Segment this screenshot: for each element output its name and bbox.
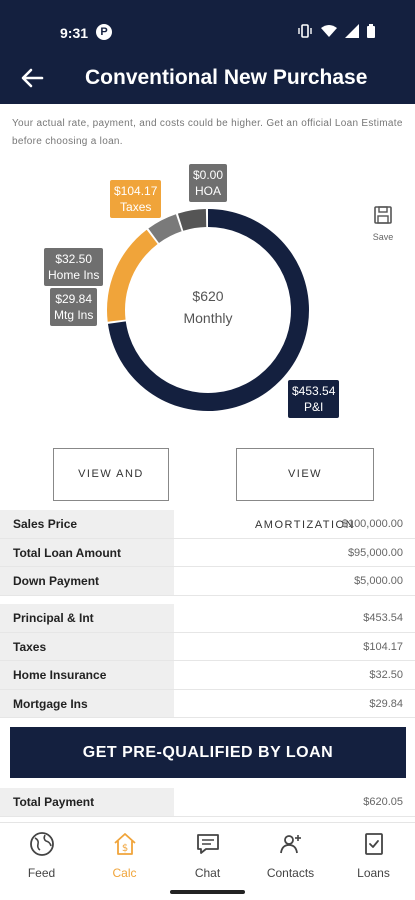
nav-item-feed[interactable]: Feed xyxy=(0,823,83,900)
row-value: $32.50 xyxy=(369,669,403,681)
payment-breakdown-table: Principal & Int $453.54 Taxes $104.17 Home… xyxy=(0,604,415,718)
callout-home-ins-label: Home Ins xyxy=(48,268,100,282)
nav-item-chat[interactable]: Chat xyxy=(166,823,249,900)
callout-taxes-label: Taxes xyxy=(120,200,152,214)
nav-item-calc[interactable]: $ Calc xyxy=(83,823,166,900)
row-value: $620.05 xyxy=(363,796,403,808)
table-row: Taxes $104.17 xyxy=(0,632,415,661)
row-label: Total Payment xyxy=(0,788,174,816)
bottom-nav: Feed $ Calc Chat Contacts Loans xyxy=(0,822,415,900)
monthly-total: $620 xyxy=(192,288,224,304)
status-time: 9:31 xyxy=(60,25,89,41)
app-badge-icon: P xyxy=(96,24,112,40)
page-title: Conventional New Purchase xyxy=(85,66,368,89)
wifi-icon xyxy=(321,25,337,37)
table-row: Total Loan Amount $95,000.00 xyxy=(0,538,415,567)
loan-summary-table: Sales Price $100,000.00 Total Loan Amount… xyxy=(0,510,415,596)
home-indicator xyxy=(170,890,245,894)
row-label: Taxes xyxy=(0,632,174,660)
vibrate-icon xyxy=(298,24,312,38)
donut-chart xyxy=(107,209,310,411)
nav-label: Contacts xyxy=(266,866,315,880)
save-button[interactable]: Save xyxy=(366,205,400,242)
donut-slice-home-ins xyxy=(148,214,182,244)
row-value: $453.54 xyxy=(363,612,403,624)
callout-pi: $453.54 P&I xyxy=(288,380,340,418)
nav-label: Loans xyxy=(357,866,390,880)
document-check-icon xyxy=(364,833,383,855)
row-value: $29.84 xyxy=(369,697,403,710)
donut-slice-mtg-ins xyxy=(177,209,207,231)
globe-icon xyxy=(29,832,54,856)
callout-mtg-ins: $29.84 Mtg Ins xyxy=(50,288,98,326)
disclaimer-text: Your actual rate, payment, and costs cou… xyxy=(12,118,403,147)
contacts-icon xyxy=(279,835,301,854)
callout-pi-amount: $453.54 xyxy=(292,384,336,398)
callout-mtg-ins-amount: $29.84 xyxy=(55,292,93,306)
callout-hoa: $0.00 HOA xyxy=(189,164,228,202)
house-dollar-icon: $ xyxy=(113,833,136,855)
view-amortization-button[interactable]: VIEW AMORTIZATION xyxy=(236,448,374,531)
row-value: $100,000.00 xyxy=(341,518,403,530)
table-row: Principal & Int $453.54 xyxy=(0,604,415,633)
get-prequalified-button[interactable]: GET PRE-QUALIFIED BY LOAN xyxy=(10,727,406,778)
floppy-disk-icon xyxy=(374,206,392,224)
row-value: $5,000.00 xyxy=(354,575,403,587)
nav-item-loans[interactable]: Loans xyxy=(332,823,415,900)
table-row: Mortgage Ins $29.84 xyxy=(0,689,415,718)
callout-home-ins-amount: $32.50 xyxy=(55,252,93,266)
view-and-share-button[interactable]: VIEW AND SHARE xyxy=(53,448,169,531)
total-payment-row: Total Payment $620.05 xyxy=(0,788,415,817)
table-row: Home Insurance $32.50 xyxy=(0,661,415,690)
total-table: Total Payment $620.05 xyxy=(0,788,415,817)
monthly-caption: Monthly xyxy=(183,310,233,326)
app-header: 9:31 P Conventional New Purchase xyxy=(0,0,415,104)
callout-taxes: $104.17 Taxes xyxy=(110,180,162,218)
table-row: Sales Price $100,000.00 xyxy=(0,510,415,539)
chat-icon xyxy=(196,834,219,854)
save-label: Save xyxy=(372,232,394,242)
chart-center-label: $620 Monthly xyxy=(158,285,258,329)
row-label: Mortgage Ins xyxy=(0,689,174,717)
battery-icon xyxy=(367,24,375,38)
nav-label: Calc xyxy=(112,866,137,880)
callout-home-ins: $32.50 Home Ins xyxy=(44,248,104,286)
row-label: Total Loan Amount xyxy=(0,538,174,566)
nav-label: Feed xyxy=(27,866,56,880)
payment-breakdown-chart: $620 Monthly $104.17 Taxes $0.00 HOA $32… xyxy=(0,160,415,440)
callout-taxes-amount: $104.17 xyxy=(114,184,158,198)
row-label: Down Payment xyxy=(0,567,174,595)
nav-label: Chat xyxy=(194,866,221,880)
nav-item-contacts[interactable]: Contacts xyxy=(249,823,332,900)
row-label: Principal & Int xyxy=(0,604,174,632)
status-icons xyxy=(297,24,375,38)
row-label: Home Insurance xyxy=(0,661,174,689)
row-value: $95,000.00 xyxy=(347,546,403,559)
signal-icon xyxy=(345,24,359,38)
back-arrow-icon[interactable] xyxy=(16,62,48,94)
row-value: $104.17 xyxy=(363,640,403,653)
callout-pi-label: P&I xyxy=(304,400,324,414)
donut-slice-taxes xyxy=(107,229,158,322)
table-row: Down Payment $5,000.00 xyxy=(0,567,415,596)
callout-hoa-label: HOA xyxy=(195,184,222,198)
row-label: Sales Price xyxy=(0,510,174,538)
callout-mtg-ins-label: Mtg Ins xyxy=(54,308,94,322)
svg-text:$: $ xyxy=(121,843,127,854)
callout-hoa-amount: $0.00 xyxy=(193,168,224,182)
